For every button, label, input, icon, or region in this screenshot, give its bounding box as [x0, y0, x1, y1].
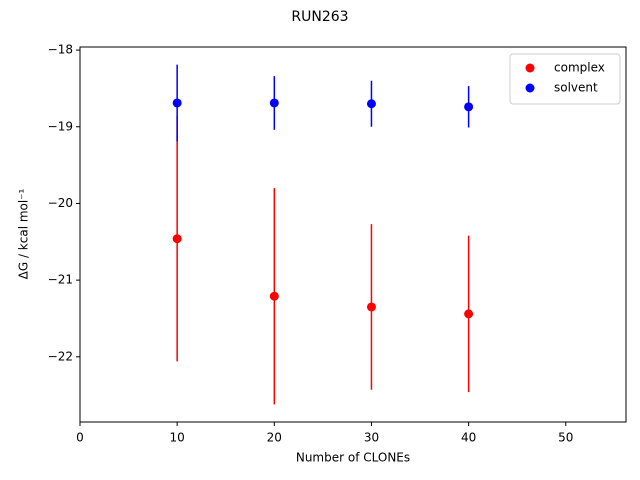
x-tick-label: 0 — [76, 431, 84, 445]
point — [172, 98, 182, 108]
point — [269, 291, 279, 301]
x-tick-label: 20 — [267, 431, 282, 445]
legend-marker — [525, 83, 535, 93]
plot-frame — [79, 46, 627, 423]
point — [366, 302, 376, 312]
x-axis-label: Number of CLONEs — [296, 451, 410, 465]
x-tick-label: 30 — [364, 431, 379, 445]
x-tick-label: 40 — [461, 431, 476, 445]
legend-box — [509, 53, 621, 105]
y-tick-label: −21 — [48, 273, 73, 287]
x-tick-label: 50 — [558, 431, 573, 445]
y-tick-label: −19 — [48, 119, 73, 133]
y-tick-label: −22 — [48, 349, 73, 363]
point — [464, 309, 474, 319]
y-tick-label: −18 — [48, 43, 73, 57]
legend-label: complex — [554, 61, 605, 75]
point — [269, 98, 279, 108]
y-axis-label: ΔG / kcal mol⁻¹ — [17, 188, 31, 279]
point — [366, 99, 376, 109]
point — [464, 102, 474, 112]
y-tick-label: −20 — [48, 196, 73, 210]
legend-label: solvent — [554, 81, 598, 95]
chart-title: RUN263 — [291, 9, 348, 25]
point — [172, 234, 182, 244]
x-tick-label: 10 — [170, 431, 185, 445]
legend-marker — [525, 63, 535, 73]
